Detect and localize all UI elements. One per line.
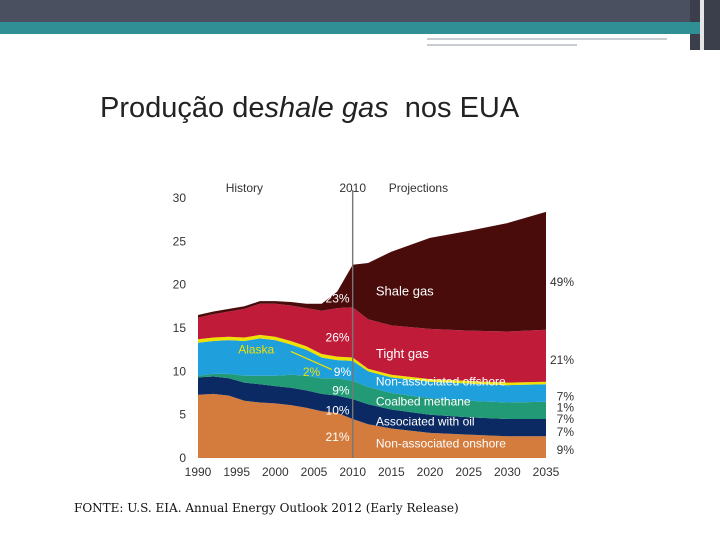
slide-title: Produção deshale gas nos EUA	[100, 92, 660, 125]
share-2035-label: 7%	[557, 425, 575, 439]
area-tight-gas	[198, 303, 546, 383]
share-2010-label: 26%	[326, 331, 350, 345]
share-2010-label: 21%	[326, 430, 350, 444]
series-label-shale-gas: Shale gas	[376, 284, 434, 299]
decor-vline	[700, 0, 704, 50]
title-emph: shale gas	[264, 92, 389, 124]
x-tick-label: 1995	[223, 465, 250, 479]
x-tick-label: 2000	[262, 465, 289, 479]
x-tick-label: 2030	[494, 465, 521, 479]
series-label-associated-with-oil: Associated with oil	[376, 415, 475, 429]
share-2010-label: 23%	[326, 292, 350, 306]
y-tick-label: 5	[179, 408, 186, 422]
area-non-associated-offshore	[198, 338, 546, 403]
series-label-non-associated-onshore: Non-associated onshore	[376, 436, 506, 450]
share-2035-label: 21%	[550, 353, 574, 367]
divider-year-label: 2010	[339, 181, 366, 195]
share-2035-label: 7%	[557, 412, 575, 426]
history-label: History	[226, 181, 263, 195]
projections-label: Projections	[389, 181, 448, 195]
x-tick-label: 1990	[185, 465, 212, 479]
decor-line	[427, 38, 667, 40]
accent-band	[0, 22, 700, 34]
source-note: FONTE: U.S. EIA. Annual Energy Outlook 2…	[74, 501, 459, 515]
series-label-non-associated-offshore: Non-associated offshore	[376, 375, 506, 389]
series-label-tight-gas: Tight gas	[376, 346, 429, 361]
series-label-coalbed-methane: Coalbed methane	[376, 395, 471, 409]
y-tick-label: 10	[173, 364, 187, 378]
alaska-leader-line	[290, 350, 333, 371]
share-2035-label: 1%	[557, 401, 575, 415]
share-2010-label: 10%	[326, 403, 350, 417]
x-tick-label: 2035	[533, 465, 560, 479]
series-label-alaska: Alaska	[238, 343, 274, 357]
y-tick-label: 20	[173, 278, 187, 292]
decor-line	[427, 44, 577, 46]
x-tick-label: 2025	[455, 465, 482, 479]
x-tick-label: 2005	[301, 465, 328, 479]
y-tick-label: 25	[173, 234, 187, 248]
share-2010-label: 9%	[334, 365, 352, 379]
title-post: nos EUA	[404, 92, 520, 124]
share-2035-label: 7%	[557, 389, 575, 403]
share-2010-label: 2%	[303, 365, 321, 379]
y-tick-label: 30	[173, 191, 187, 205]
area-shale-gas	[198, 211, 546, 332]
x-tick-label: 2010	[339, 465, 366, 479]
x-tick-label: 2020	[417, 465, 444, 479]
area-coalbed-methane	[198, 373, 546, 419]
y-tick-label: 15	[173, 321, 187, 335]
y-tick-label: 0	[179, 451, 186, 465]
area-associated-with-oil	[198, 376, 546, 437]
share-2010-label: 9%	[332, 383, 350, 397]
x-tick-label: 2015	[378, 465, 405, 479]
area-alaska	[198, 334, 546, 386]
area-non-associated-onshore	[198, 393, 546, 458]
share-2035-label: 9%	[557, 443, 575, 457]
title-pre: Produção de	[100, 92, 265, 124]
share-2035-label: 49%	[550, 275, 574, 289]
top-bar	[0, 0, 720, 50]
